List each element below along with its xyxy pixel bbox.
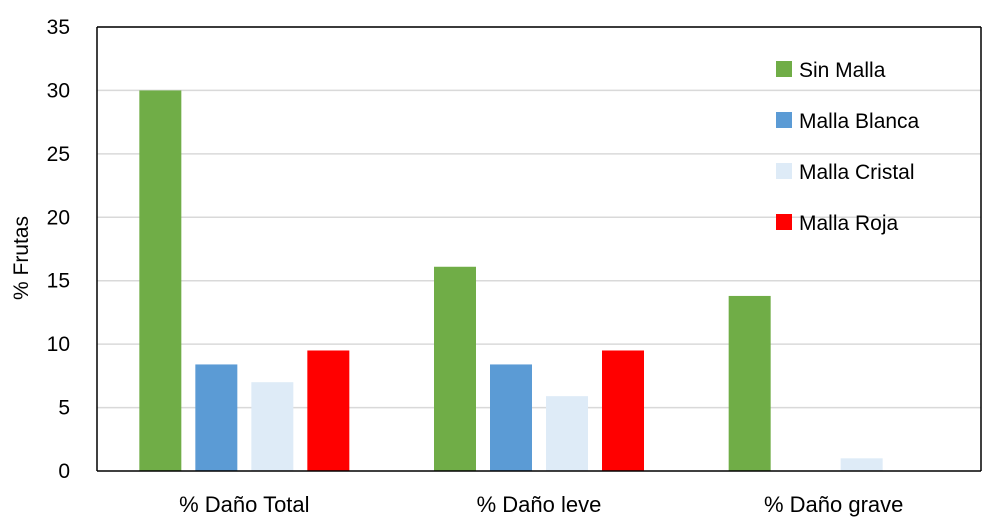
legend-swatch [776, 112, 792, 128]
bar-sin-malla [139, 90, 182, 471]
bar-malla-roja [602, 350, 644, 471]
bar-malla-blanca [195, 364, 238, 471]
y-tick-label: 5 [58, 397, 70, 420]
y-tick-label: 25 [47, 143, 70, 166]
x-category-label: % Daño grave [764, 492, 903, 517]
bar-malla-blanca [490, 364, 532, 471]
y-axis-title: % Frutas [10, 216, 33, 300]
legend-label: Sin Malla [799, 59, 886, 82]
bar-malla-cristal [546, 396, 588, 471]
legend: Sin Malla Malla Blanca Malla Cristal Malla … [776, 59, 920, 235]
bar-sin-malla [728, 295, 771, 471]
legend-label: Malla Blanca [799, 110, 920, 133]
legend-label: Malla Cristal [799, 161, 915, 184]
y-tick-label: 30 [47, 79, 70, 102]
x-category-label: % Daño Total [179, 492, 309, 517]
y-tick-label: 15 [47, 270, 70, 293]
bar-malla-roja [307, 350, 350, 471]
legend-swatch [776, 163, 792, 179]
bar-sin-malla [434, 266, 476, 471]
y-tick-label: 10 [47, 333, 70, 356]
bar-malla-cristal [251, 382, 294, 471]
bars [139, 90, 883, 471]
y-tick-label: 35 [47, 16, 70, 39]
legend-swatch [776, 61, 792, 77]
x-category-label: % Daño leve [477, 492, 602, 517]
bar-malla-cristal [840, 458, 883, 471]
legend-swatch [776, 214, 792, 230]
axes: 0 5 10 15 20 25 30 35 % Daño Total % Daño leve % D… [47, 16, 982, 517]
y-tick-label: 0 [58, 460, 70, 483]
legend-label: Malla Roja [799, 212, 899, 235]
y-tick-label: 20 [47, 206, 70, 229]
